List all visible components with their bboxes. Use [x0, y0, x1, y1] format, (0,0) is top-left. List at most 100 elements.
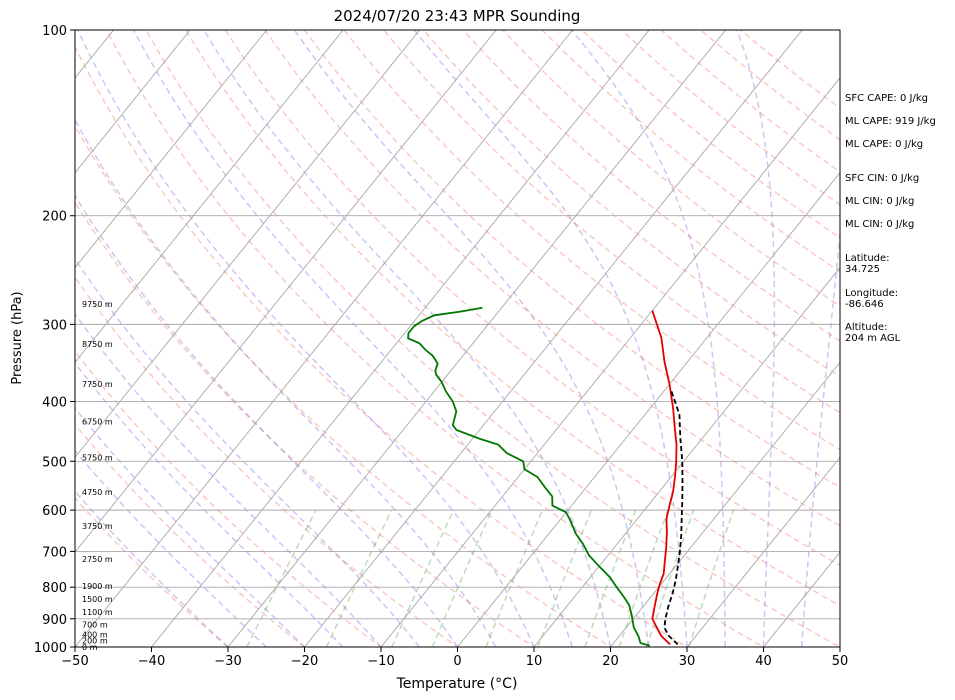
dry-adiabat: [462, 30, 840, 342]
dry-adiabat: [75, 349, 383, 647]
altitude-text: Altitude: 204 m AGL: [845, 322, 901, 344]
height-label: 9750 m: [82, 300, 113, 309]
longitude-text: Longitude: -86.646: [845, 288, 899, 310]
isotherm-line: [533, 266, 840, 647]
x-tick-label: 20: [602, 654, 619, 669]
height-label: 3750 m: [82, 522, 113, 531]
y-tick-label: 600: [42, 504, 67, 519]
height-label: 0 m: [82, 643, 98, 652]
sounding-profiles: [407, 306, 684, 647]
ml-cin-text-2: ML CIN: 0 J/kg: [845, 219, 915, 230]
moist-adiabat: [75, 361, 344, 647]
isotherm-line: [75, 30, 191, 174]
y-tick-label: 700: [42, 545, 67, 560]
y-tick-label: 200: [42, 210, 67, 225]
height-label: 5750 m: [82, 453, 113, 462]
isotherm-line: [75, 30, 344, 364]
x-tick-label: 10: [526, 654, 543, 669]
height-label: 2750 m: [82, 555, 113, 564]
dry-adiabat: [343, 30, 840, 451]
height-label: 8750 m: [82, 340, 113, 349]
dry-adiabat: [75, 201, 536, 647]
x-tick-label: 50: [832, 654, 849, 669]
height-label: 1500 m: [82, 595, 113, 604]
x-tick-label: −30: [214, 654, 241, 669]
dry-adiabat: [264, 30, 840, 527]
x-axis-label: Temperature (°C): [396, 676, 518, 692]
isotherm-line: [686, 456, 840, 647]
x-tick-label: −20: [291, 654, 318, 669]
mixing-ratio-line: [246, 509, 317, 647]
parcel-profile: [663, 390, 684, 645]
isotherm-line: [304, 30, 803, 647]
y-tick-label: 900: [42, 613, 67, 628]
height-label: 4750 m: [82, 488, 113, 497]
moist-adiabat: [571, 30, 727, 647]
isotherm-line: [457, 172, 840, 647]
ml-cape-text: ML CAPE: 919 J/kg: [845, 116, 936, 127]
moist-adiabat: [801, 226, 840, 647]
ml-cape-text-2: ML CAPE: 0 J/kg: [845, 139, 924, 150]
isotherm-line: [75, 30, 420, 459]
moist-adiabat: [132, 30, 573, 647]
moist-adiabat: [75, 118, 497, 647]
height-label: 700 m: [82, 621, 108, 630]
moist-adiabat: [75, 449, 267, 647]
height-label: 6750 m: [82, 417, 113, 426]
mixing-ratio-line: [325, 509, 393, 647]
y-tick-label: 800: [42, 581, 67, 596]
mixing-ratio-line: [645, 509, 695, 647]
height-label: 1100 m: [82, 608, 113, 617]
latitude-text: Latitude: 34.725: [845, 253, 890, 275]
moist-adiabat: [75, 194, 459, 647]
mixing-ratio-line: [688, 509, 735, 647]
x-tick-label: 40: [755, 654, 772, 669]
dry-adiabat: [75, 496, 230, 647]
y-tick-label: 300: [42, 318, 67, 333]
sfc-cin-text: SFC CIN: 0 J/kg: [845, 173, 920, 184]
axes: −50 −40 −30 −20 −10 0 10 20 30 40 50 1000 900 800 700 6…: [34, 24, 848, 669]
y-tick-label: 400: [42, 395, 67, 410]
isotherm-line: [75, 30, 573, 647]
x-tick-label: −40: [138, 654, 165, 669]
moist-adiabat: [203, 30, 612, 647]
isotherm-line: [380, 77, 840, 647]
moist-adiabat: [75, 490, 229, 647]
moist-adiabat: [75, 407, 306, 647]
height-label: 400 m: [82, 630, 108, 639]
dry-adiabat: [75, 45, 689, 647]
dry-adiabat: [75, 423, 306, 647]
sfc-cape-text: SFC CAPE: 0 J/kg: [845, 93, 928, 104]
y-tick-label: 1000: [34, 641, 67, 656]
moist-adiabat: [75, 257, 420, 647]
isotherm-line: [610, 361, 840, 647]
chart-title: 2024/07/20 23:43 MPR Sounding: [334, 7, 581, 25]
y-tick-label: 100: [42, 24, 67, 39]
isotherm-line: [151, 30, 650, 647]
dry-adiabat: [224, 30, 840, 567]
x-tick-label: 30: [679, 654, 696, 669]
height-label: 7750 m: [82, 380, 113, 389]
isotherm-line: [75, 30, 267, 269]
dry-adiabat: [145, 30, 840, 647]
isotherm-line: [75, 30, 497, 553]
x-tick-label: 0: [453, 654, 461, 669]
x-tick-label: −10: [367, 654, 394, 669]
dry-adiabat: [502, 30, 840, 307]
moist-adiabat: [293, 30, 650, 647]
moist-adiabat: [736, 30, 776, 647]
dewpoint-profile: [407, 306, 651, 647]
isotherm-line: [227, 30, 726, 647]
moist-adiabat: [413, 30, 688, 647]
dry-adiabat: [75, 124, 612, 647]
y-axis-label: Pressure (hPa): [10, 291, 25, 384]
background-lines: [75, 30, 840, 647]
height-label: 1900 m: [82, 582, 113, 591]
moist-adiabat: [75, 312, 382, 647]
x-tick-label: −50: [61, 654, 88, 669]
mixing-ratio-line: [431, 509, 493, 647]
mixing-ratio-line: [391, 509, 455, 647]
dry-adiabat: [105, 30, 766, 647]
